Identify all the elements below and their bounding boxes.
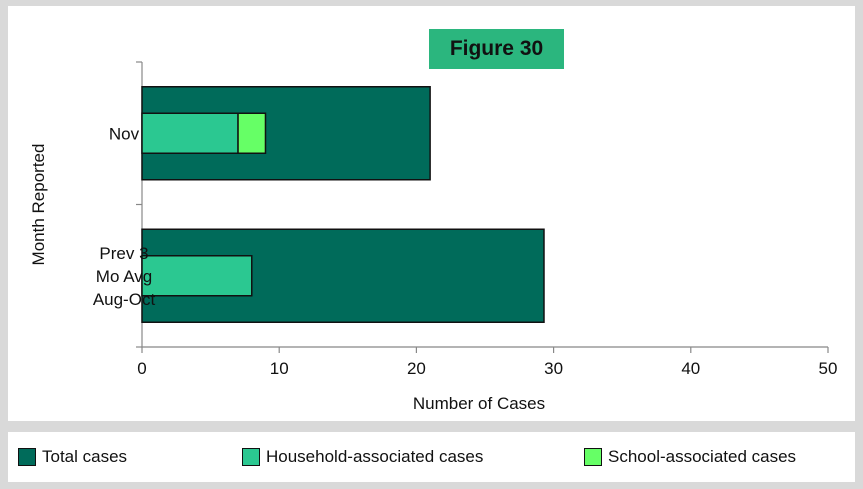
y-category-label: Aug-Oct [93,290,156,309]
plot-panel: 0 10 20 30 40 50 Nov Prev 3 Mo Avg Aug-Oct Number … [8,6,855,421]
legend-item-school: School-associated cases [584,446,796,468]
x-tick-label: 30 [544,359,563,378]
legend-label-household: Household-associated cases [266,447,484,466]
legend-swatch-household [242,448,260,466]
x-tick-label: 40 [681,359,700,378]
legend-item-household: Household-associated cases [242,446,483,468]
legend-swatch-total [18,448,36,466]
legend: Total cases Household-associated cases S… [8,432,855,482]
y-axis-title: Month Reported [29,144,48,266]
y-category-label: Nov [109,124,140,143]
x-axis-title: Number of Cases [413,394,545,413]
legend-label-total: Total cases [42,447,128,466]
legend-label-school: School-associated cases [608,447,797,466]
legend-panel: Total cases Household-associated cases S… [8,432,855,482]
y-category-label: Prev 3 [99,244,148,263]
y-category-label: Mo Avg [96,267,152,286]
legend-item-total: Total cases [18,446,127,468]
legend-swatch-school [584,448,602,466]
x-tick-label: 50 [819,359,838,378]
x-tick-label: 0 [137,359,146,378]
x-tick-label: 20 [407,359,426,378]
bar-household [141,112,239,154]
bar-chart: 0 10 20 30 40 50 Nov Prev 3 Mo Avg Aug-Oct Number … [29,61,838,413]
bar-school [237,112,267,154]
x-tick-label: 10 [270,359,289,378]
bar-household [141,255,253,297]
figure-badge: Figure 30 [429,29,564,69]
